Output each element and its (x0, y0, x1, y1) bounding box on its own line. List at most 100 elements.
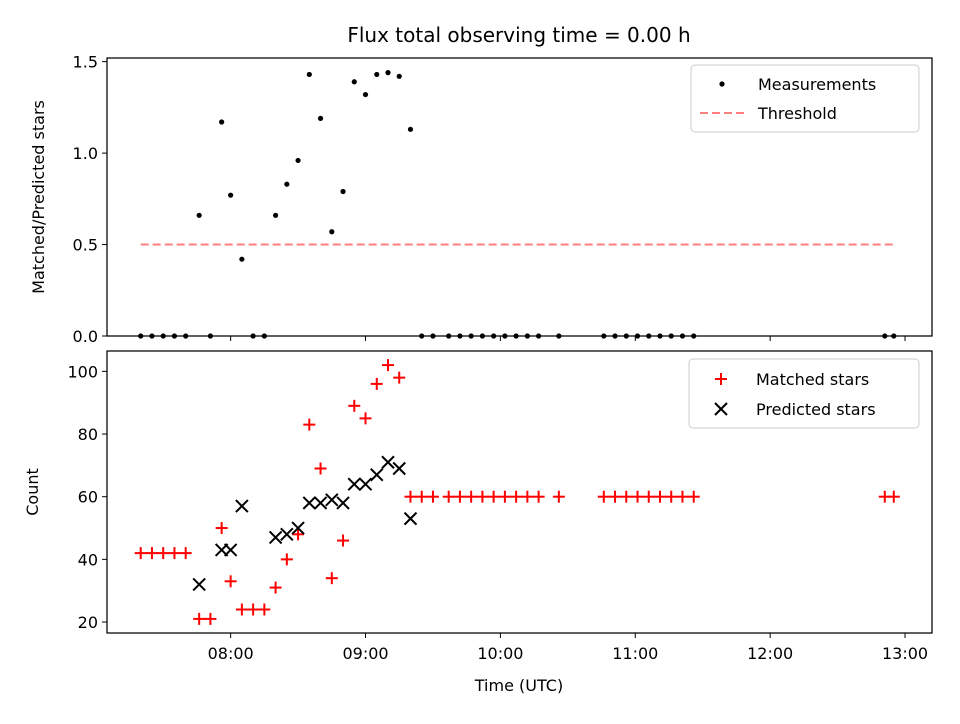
matched-star-point (235, 603, 248, 616)
matched-star-point (269, 581, 282, 594)
matched-star-point (476, 490, 489, 503)
measurement-point (306, 71, 312, 78)
matched-star-point (247, 603, 260, 616)
top-legend-box (690, 64, 920, 133)
matched-star-point (258, 603, 271, 616)
legend-measurements-marker (719, 81, 725, 87)
bottom-axes-frame (106, 350, 933, 634)
predicted-star-point (325, 493, 339, 507)
top-y-axis-label: Matched/Predicted stars (29, 100, 48, 294)
matched-star-point (381, 359, 394, 372)
measurement-point (228, 192, 234, 198)
matched-star-point (168, 547, 181, 560)
bottom-y-tick-label: 40 (78, 550, 98, 569)
top-legend: Measurements Threshold (690, 64, 920, 133)
legend-threshold-label: Threshold (757, 104, 837, 123)
measurement-point (272, 212, 279, 218)
bottom-y-tick-label: 80 (78, 425, 98, 444)
matched-star-point (426, 490, 439, 503)
measurement-point (362, 91, 369, 98)
bottom-y-axis-label: Count (23, 468, 42, 516)
legend-measurements-label: Measurements (758, 75, 876, 94)
top-y-tick-label: 1.5 (73, 53, 98, 72)
matched-star-point (325, 572, 338, 585)
predicted-star-point (392, 461, 406, 476)
top-y-tick-label: 0.5 (73, 236, 98, 255)
legend-predicted-label: Predicted stars (756, 400, 876, 419)
predicted-star-point (268, 530, 283, 545)
measurement-point (407, 126, 414, 132)
matched-star-point (348, 399, 361, 412)
bottom-y-tick-label: 60 (78, 488, 98, 507)
predicted-star-point (192, 577, 206, 592)
matched-star-point (193, 612, 206, 625)
matched-star-point (415, 490, 428, 503)
matched-star-point (215, 522, 228, 535)
top-plot-area (138, 70, 897, 339)
measurement-point (374, 71, 380, 78)
top-ticks: 0.0 0.5 1.0 1.5 (73, 53, 906, 346)
predicted-star-point (235, 499, 249, 513)
legend-matched-marker (715, 373, 727, 385)
x-tick-label: 11:00 (612, 644, 658, 663)
matched-star-point (145, 547, 158, 560)
bottom-legend: Matched stars Predicted stars (688, 358, 920, 429)
matched-star-point (442, 490, 455, 503)
measurement-point (396, 73, 402, 79)
predicted-star-point (336, 496, 350, 510)
x-tick-label: 08:00 (208, 644, 254, 663)
predicted-star-point (280, 527, 294, 542)
matched-star-point (157, 547, 170, 560)
matched-star-point (597, 490, 610, 503)
measurement-point (351, 79, 357, 85)
matched-star-point (303, 418, 316, 431)
measurement-point (196, 212, 202, 218)
matched-star-point (359, 412, 372, 425)
matched-star-point (393, 371, 406, 384)
measurement-point (317, 115, 324, 121)
predicted-star-point (358, 477, 373, 491)
matched-star-point (532, 490, 545, 503)
matched-star-point (653, 490, 666, 503)
top-panel: 0.0 0.5 1.0 1.5 Matched/Predicted stars Mea… (29, 53, 933, 346)
matched-star-point (134, 547, 147, 560)
top-y-tick-label: 0.0 (73, 327, 98, 346)
predicted-star-point (347, 477, 361, 491)
bottom-y-tick-label: 20 (78, 613, 98, 632)
measurement-point (284, 181, 290, 187)
matched-star-point (887, 490, 900, 503)
predicted-star-point (302, 496, 317, 510)
x-axis-label: Time (UTC) (474, 676, 563, 695)
measurement-point (295, 157, 301, 164)
top-y-tick-label: 1.0 (73, 144, 98, 163)
chart-title: Flux total observing time = 0.00 h (347, 23, 690, 47)
predicted-star-point (403, 511, 418, 526)
bottom-y-tick-label: 100 (67, 362, 98, 381)
bottom-legend-box (688, 358, 920, 429)
matched-star-point (465, 490, 478, 503)
matched-star-point (404, 490, 417, 503)
x-tick-label: 09:00 (342, 644, 388, 663)
matched-star-point (292, 528, 305, 541)
measurement-point (239, 256, 245, 262)
predicted-star-point (381, 455, 395, 469)
x-tick-label: 13:00 (882, 644, 928, 663)
measurement-point (385, 70, 391, 76)
matched-star-point (204, 612, 217, 625)
matched-star-point (453, 490, 466, 503)
matched-star-point (631, 490, 644, 503)
bottom-plot-area (134, 359, 900, 625)
matched-star-point (609, 490, 622, 503)
matched-star-point (687, 490, 700, 503)
matched-star-point (314, 462, 327, 475)
predicted-star-point (313, 496, 328, 510)
matched-star-point (665, 490, 678, 503)
matched-star-point (224, 575, 237, 588)
predicted-star-point (223, 543, 238, 557)
matched-star-point (498, 490, 511, 503)
matched-star-point (620, 490, 633, 503)
predicted-star-point (370, 468, 384, 482)
matched-star-point (487, 490, 500, 503)
predicted-star-point (291, 521, 305, 535)
